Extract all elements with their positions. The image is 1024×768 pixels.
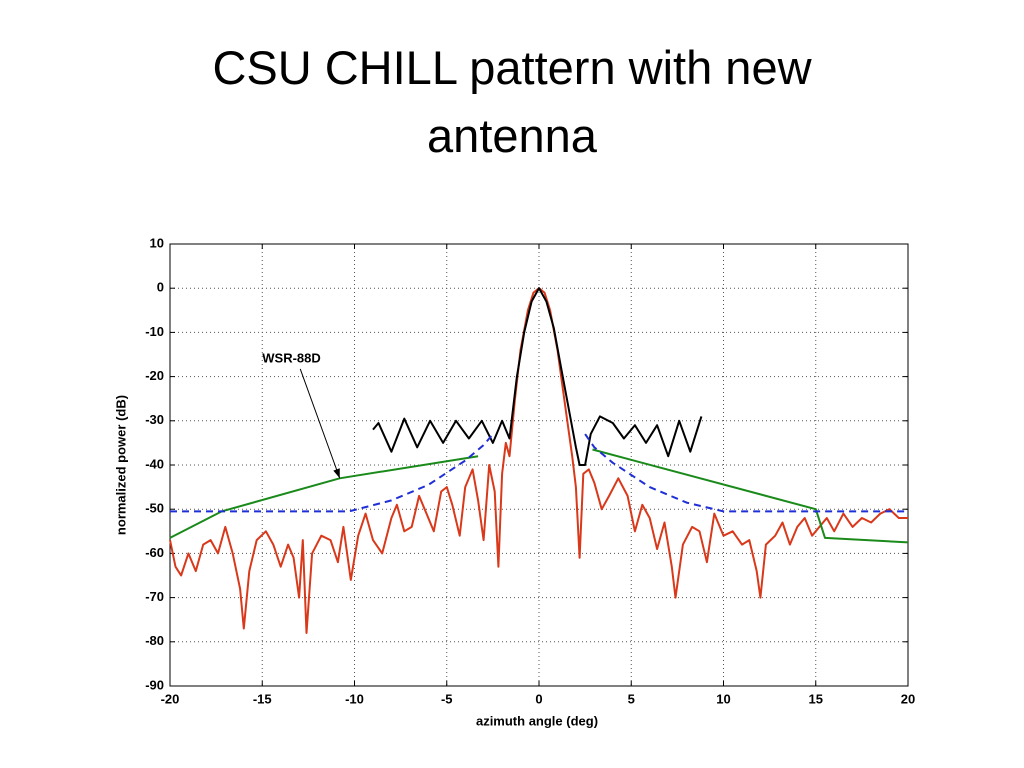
- data-line: [169, 448, 909, 544]
- y-tick-label: -10: [145, 324, 164, 339]
- x-tick-label: 10: [716, 691, 730, 706]
- data-line: [372, 287, 703, 466]
- x-tick-label: -20: [161, 691, 180, 706]
- x-tick-label: -15: [253, 691, 272, 706]
- x-tick-label: 0: [535, 691, 542, 706]
- x-tick-label: 5: [628, 691, 635, 706]
- x-tick-label: -5: [441, 691, 453, 706]
- y-axis-label: normalized power (dB): [113, 395, 128, 535]
- y-tick-label: -60: [145, 545, 164, 560]
- y-tick-label: -80: [145, 633, 164, 648]
- x-tick-label: 20: [901, 691, 915, 706]
- data-line: [170, 433, 908, 513]
- x-tick-label: 15: [809, 691, 823, 706]
- y-tick-label: 10: [150, 235, 164, 250]
- annotation-arrowhead: [333, 468, 340, 479]
- y-tick-label: 0: [157, 280, 164, 295]
- y-tick-label: -40: [145, 456, 164, 471]
- plot-frame: [169, 243, 909, 687]
- annotation-label: WSR-88D: [262, 350, 321, 365]
- y-tick-label: -90: [145, 677, 164, 692]
- x-tick-label: -10: [345, 691, 364, 706]
- y-tick-label: -20: [145, 368, 164, 383]
- slide-title: CSU CHILL pattern with new antenna: [212, 41, 812, 162]
- annotation-arrow: [299, 368, 341, 479]
- y-tick-label: -50: [145, 501, 164, 516]
- y-tick-label: -30: [145, 412, 164, 427]
- x-axis-label: azimuth angle (deg): [476, 713, 598, 728]
- y-tick-label: -70: [145, 589, 164, 604]
